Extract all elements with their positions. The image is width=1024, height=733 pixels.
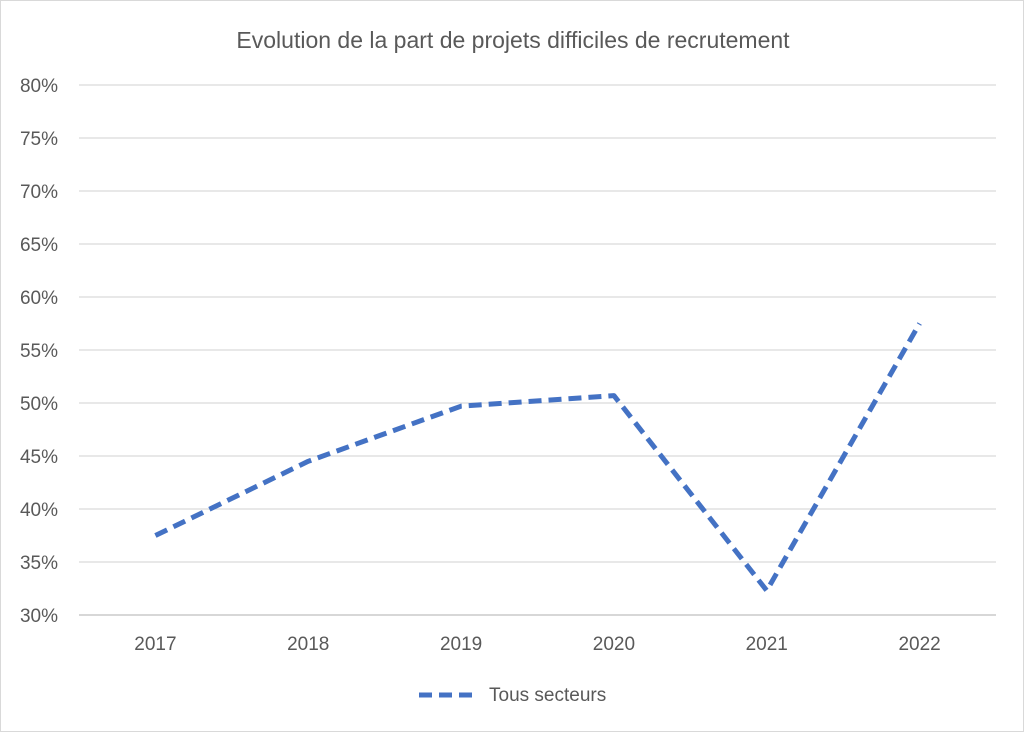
legend: Tous secteurs — [419, 685, 606, 706]
x-tick-label: 2021 — [746, 634, 788, 655]
x-tick-label: 2022 — [898, 634, 940, 655]
x-tick-label: 2018 — [287, 634, 329, 655]
x-axis-ticks: 2017 2018 2019 2020 2021 2022 — [134, 634, 940, 655]
x-tick-label: 2019 — [440, 634, 482, 655]
series-line — [155, 324, 919, 591]
y-tick-label: 35% — [20, 553, 58, 574]
series-layer — [155, 323, 919, 590]
y-tick-label: 55% — [20, 341, 58, 362]
y-tick-label: 60% — [20, 288, 58, 309]
legend-label-tous-secteurs: Tous secteurs — [489, 685, 606, 706]
chart-title: Evolution de la part de projets difficil… — [236, 27, 790, 53]
y-tick-label: 40% — [20, 500, 58, 521]
y-tick-label: 45% — [20, 447, 58, 468]
x-tick-label: 2020 — [593, 634, 635, 655]
y-tick-label: 65% — [20, 235, 58, 256]
gridlines — [79, 85, 996, 615]
y-axis-ticks: 30% 35% 40% 45% 50% 55% 60% 65% 70% 75% 80% — [20, 76, 58, 627]
y-tick-label: 50% — [20, 394, 58, 415]
x-tick-label: 2017 — [134, 634, 176, 655]
y-tick-label: 30% — [20, 606, 58, 627]
y-tick-label: 70% — [20, 182, 58, 203]
y-tick-label: 75% — [20, 129, 58, 150]
y-tick-label: 80% — [20, 76, 58, 97]
